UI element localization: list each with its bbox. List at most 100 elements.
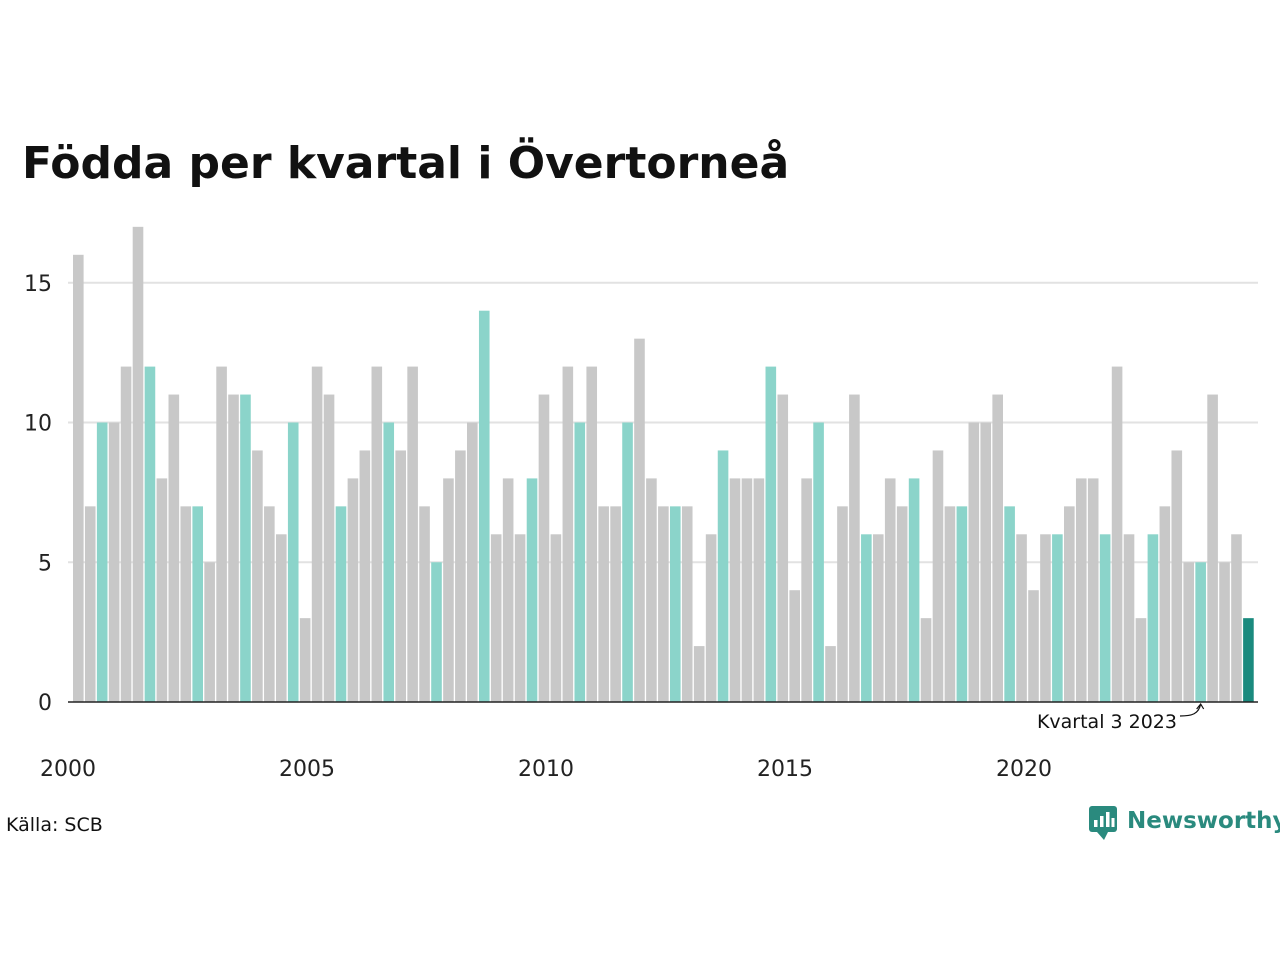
bar: [1075, 478, 1087, 702]
bar: [1135, 618, 1147, 702]
bar: [896, 506, 908, 702]
newsworthy-logo-icon: [1089, 806, 1117, 840]
bar: [204, 562, 215, 702]
y-axis: 0 5 10 15: [24, 272, 52, 716]
bar: [574, 422, 586, 702]
bar: [932, 450, 944, 702]
bar: [335, 506, 347, 702]
bar: [1195, 562, 1206, 702]
source-label: Källa: SCB: [6, 814, 103, 836]
bar: [299, 618, 311, 702]
bar: [670, 506, 681, 702]
bar: [1183, 562, 1195, 702]
x-tick-label: 2015: [757, 757, 813, 782]
bar: [658, 506, 669, 702]
bar: [419, 506, 430, 702]
bar: [872, 534, 884, 702]
bar: [1231, 534, 1242, 702]
bar: [132, 226, 144, 702]
brand-name: Newsworthy: [1127, 808, 1280, 834]
x-tick-label: 2020: [996, 757, 1052, 782]
x-tick-label: 2005: [279, 757, 335, 782]
bar: [777, 394, 789, 702]
bar: [359, 450, 371, 702]
bar: [84, 506, 96, 702]
bar: [287, 422, 299, 702]
bar: [908, 478, 920, 702]
bar: [168, 394, 180, 702]
bar: [849, 394, 860, 702]
bar: [275, 534, 287, 702]
bar: [311, 366, 323, 702]
bar: [1064, 506, 1075, 702]
bar: [801, 478, 812, 702]
bar: [240, 394, 251, 702]
bar: [455, 450, 466, 702]
bar: [144, 366, 156, 702]
bar: [646, 478, 657, 702]
bar: [1111, 366, 1123, 702]
bar: [1171, 450, 1183, 702]
bar: [156, 478, 168, 702]
bar: [920, 618, 932, 702]
bar: [586, 366, 598, 702]
x-tick-label: 2010: [518, 757, 574, 782]
annotation-label: Kvartal 3 2023: [1037, 711, 1177, 733]
bar: [180, 506, 192, 702]
bar: [681, 506, 693, 702]
bar: [1243, 618, 1254, 702]
newsworthy-logo: Newsworthy: [1089, 806, 1280, 840]
bar: [347, 478, 359, 702]
bar: [837, 506, 848, 702]
y-tick-label: 15: [24, 272, 52, 297]
bar: [789, 590, 800, 702]
bars: [73, 226, 1254, 703]
y-tick-label: 0: [38, 691, 52, 716]
bar: [395, 450, 406, 702]
x-tick-label: 2000: [40, 757, 96, 782]
bar: [992, 394, 1003, 702]
bar: [980, 422, 992, 702]
bar: [884, 478, 896, 702]
bar: [753, 478, 765, 702]
bar: [634, 338, 645, 702]
bar: [431, 562, 442, 702]
bar: [705, 534, 717, 702]
bar: [968, 422, 980, 702]
bar: [1087, 478, 1099, 702]
bar: [861, 534, 872, 702]
bar: [228, 394, 239, 702]
bar: [562, 366, 574, 702]
bar: [813, 422, 824, 702]
bar: [252, 450, 263, 702]
bar: [490, 534, 502, 702]
bar: [1207, 394, 1218, 702]
bar: [729, 478, 741, 702]
annotation: Kvartal 3 2023: [1037, 702, 1205, 733]
bar: [1123, 534, 1135, 702]
x-axis: 2000 2005 2010 2015 2020: [40, 757, 1052, 782]
bar: [443, 478, 454, 702]
bar: [1219, 562, 1230, 702]
bar: [1016, 534, 1027, 702]
bar: [610, 506, 621, 702]
y-tick-label: 5: [38, 551, 52, 576]
bar: [73, 254, 84, 703]
bar: [502, 478, 514, 702]
bar: [765, 366, 777, 702]
annotation-arrow: [1179, 702, 1205, 717]
bar: [1159, 506, 1171, 702]
bar: [550, 534, 562, 702]
bar: [741, 478, 753, 702]
bar: [1004, 506, 1015, 702]
bar: [192, 506, 203, 702]
bar: [1147, 534, 1159, 702]
bar: [693, 646, 705, 702]
bar: [944, 506, 956, 702]
bar: [478, 310, 490, 702]
bar: [383, 422, 395, 702]
bar: [717, 450, 729, 702]
bar: [956, 506, 968, 702]
bar: [1028, 590, 1039, 702]
